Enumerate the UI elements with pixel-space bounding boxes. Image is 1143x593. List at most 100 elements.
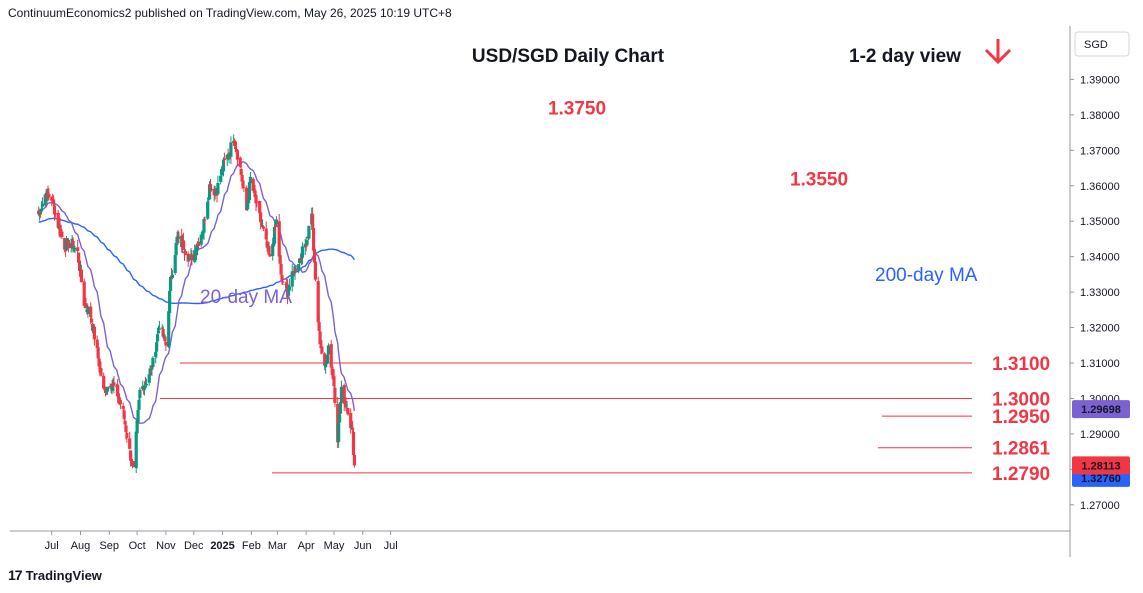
candle-down bbox=[52, 205, 57, 215]
candle-up bbox=[110, 386, 114, 391]
candle-down bbox=[281, 281, 285, 283]
candle-up bbox=[162, 334, 166, 338]
time-tick-label: Aug bbox=[71, 540, 91, 552]
time-tick-label: 2025 bbox=[210, 540, 234, 552]
time-tick-label: Feb bbox=[242, 540, 261, 552]
candle-down bbox=[268, 254, 272, 257]
price-tags: 1.32760 1.29698 1.28113 bbox=[1072, 400, 1130, 487]
candle-down bbox=[99, 368, 103, 376]
time-tick-label: Jul bbox=[384, 540, 398, 552]
candle-down bbox=[259, 222, 264, 225]
candle-down bbox=[64, 250, 68, 252]
candle-down bbox=[277, 221, 281, 257]
candle-up bbox=[213, 192, 217, 195]
candle-up bbox=[272, 226, 277, 244]
candle-down bbox=[89, 306, 93, 317]
candle-up bbox=[144, 383, 149, 386]
candle-down bbox=[161, 329, 165, 337]
candle-down bbox=[311, 227, 316, 251]
candle-down bbox=[112, 382, 116, 386]
candle-down bbox=[316, 281, 320, 323]
candle-up bbox=[149, 365, 153, 367]
candle-down bbox=[255, 201, 259, 203]
candle-up bbox=[70, 238, 74, 243]
time-tick-label: Apr bbox=[298, 540, 315, 552]
candle-up bbox=[324, 363, 328, 368]
candle-down bbox=[346, 408, 350, 415]
time-tick-label: Sep bbox=[99, 540, 119, 552]
candle-down bbox=[233, 146, 238, 149]
candle-up bbox=[73, 247, 77, 250]
candle-up bbox=[247, 182, 252, 201]
candle-up bbox=[220, 168, 224, 176]
candle-up bbox=[274, 219, 279, 225]
candle-up bbox=[324, 362, 329, 365]
tradingview-logo[interactable]: 17 TradingView bbox=[8, 567, 102, 583]
candle-down bbox=[323, 353, 327, 366]
candle-down bbox=[317, 322, 321, 331]
candle-up bbox=[194, 248, 199, 256]
currency-button[interactable]: SGD bbox=[1074, 31, 1130, 57]
candle-up bbox=[135, 420, 139, 434]
price-tag-label: 1.32760 bbox=[1081, 473, 1121, 485]
level-label: 1.3000 bbox=[992, 389, 1050, 410]
candle-down bbox=[124, 425, 128, 433]
time-tick-label: Dec bbox=[184, 540, 204, 552]
candle-down bbox=[320, 346, 324, 354]
candle-up bbox=[339, 386, 344, 403]
candle-up bbox=[193, 250, 197, 262]
candle-down bbox=[342, 385, 346, 404]
candle-up bbox=[300, 246, 305, 258]
candle-up bbox=[297, 264, 301, 271]
candle-down bbox=[331, 370, 335, 378]
candle-down bbox=[261, 226, 266, 229]
candle-down bbox=[259, 212, 263, 223]
candle-down bbox=[332, 376, 336, 387]
candle-down bbox=[131, 461, 136, 468]
candle-up bbox=[40, 203, 45, 207]
ma200-path bbox=[38, 217, 355, 305]
time-tick-label: Nov bbox=[156, 540, 176, 552]
candle-down bbox=[122, 410, 126, 419]
candle-down bbox=[253, 190, 257, 197]
plot-area[interactable] bbox=[10, 26, 1070, 531]
candle-up bbox=[248, 176, 253, 184]
candle-down bbox=[254, 194, 258, 204]
candle-up bbox=[202, 218, 206, 233]
candle-up bbox=[155, 334, 160, 342]
price-tag-box bbox=[1072, 400, 1130, 419]
candle-up bbox=[290, 271, 294, 287]
price-tick-label: 1.37000 bbox=[1080, 145, 1120, 157]
candle-down bbox=[343, 402, 347, 404]
currency-button-label: SGD bbox=[1084, 39, 1108, 51]
candle-up bbox=[134, 431, 138, 469]
candle-down bbox=[280, 275, 284, 280]
price-tick-label: 1.39000 bbox=[1080, 74, 1120, 86]
ma20-label: 20-day MA bbox=[200, 287, 292, 308]
candle-down bbox=[164, 341, 168, 346]
candle-down bbox=[123, 420, 127, 425]
candle-down bbox=[47, 193, 51, 198]
candle-down bbox=[77, 252, 81, 263]
candle-down bbox=[58, 224, 62, 235]
candle-up bbox=[65, 239, 70, 241]
price-tick-label: 1.38000 bbox=[1080, 110, 1120, 122]
candle-up bbox=[157, 328, 162, 330]
candle-down bbox=[77, 260, 82, 272]
candle-up bbox=[246, 198, 251, 204]
price-tick-label: 1.33000 bbox=[1080, 287, 1120, 299]
candle-up bbox=[138, 389, 142, 399]
candle-down bbox=[56, 212, 60, 228]
candle-down bbox=[76, 247, 80, 252]
peak-label: 1.3750 bbox=[548, 99, 606, 120]
candle-up bbox=[229, 142, 233, 157]
candle-up bbox=[173, 255, 177, 273]
ma200-label: 200-day MA bbox=[875, 265, 978, 286]
price-tick-label: 1.31000 bbox=[1080, 358, 1120, 370]
candle-down bbox=[96, 347, 100, 359]
level-label: 1.3100 bbox=[992, 354, 1050, 375]
candle-down bbox=[128, 438, 132, 449]
level-label: 1.2790 bbox=[992, 464, 1050, 485]
